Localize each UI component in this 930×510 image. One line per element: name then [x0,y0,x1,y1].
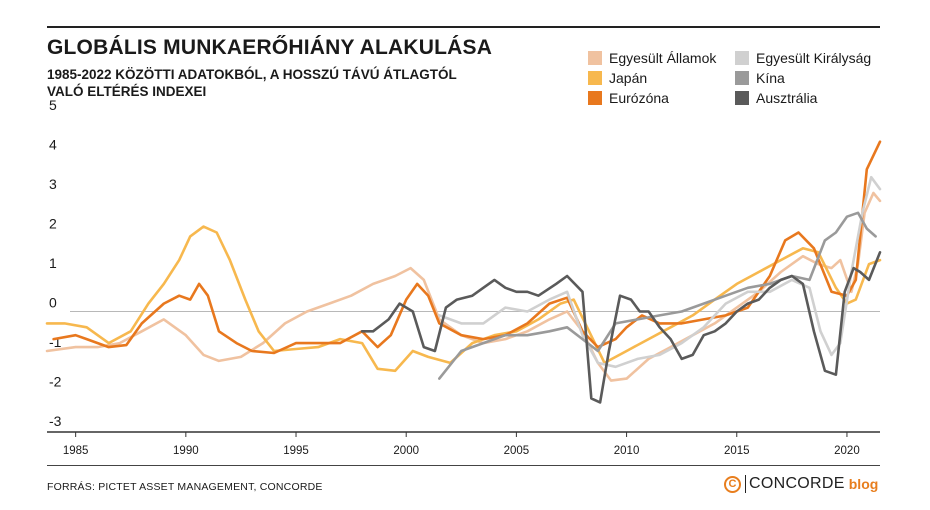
legend-swatch [735,91,749,105]
legend-swatch [588,71,602,85]
legend-swatch [735,71,749,85]
series-line-4 [438,211,877,380]
y-tick-label: 3 [49,176,57,192]
legend-item: Ausztrália [735,90,817,106]
y-tick-label: 0 [49,295,57,311]
legend-item: Egyesült Királyság [735,50,871,66]
legend-swatch [735,51,749,65]
legend-label: Egyesült Államok [609,50,717,66]
legend-item: Kína [735,70,785,86]
legend-swatch [588,91,602,105]
legend-swatch [588,51,602,65]
legend-item: Eurózóna [588,90,669,106]
x-tick-label: 2020 [834,445,860,457]
copyright-c-icon: C [724,475,741,493]
legend-label: Egyesült Királyság [756,50,872,66]
legend-label: Japán [609,70,648,86]
x-tick-label: 2015 [724,445,750,457]
brand-name: CONCORDE [749,475,845,492]
legend-item: Japán [588,70,647,86]
legend-label: Ausztrália [756,90,818,106]
brand-separator [745,475,746,493]
source-note: FORRÁS: PICTET ASSET MANAGEMENT, CONCORD… [47,481,323,493]
y-tick-label: -2 [49,374,62,390]
x-tick-label: 2010 [614,445,640,457]
series-line-2 [52,140,882,355]
brand-logo: C CONCORDE blog [724,475,878,493]
top-rule [47,26,880,28]
y-tick-label: -1 [49,334,62,350]
y-tick-label: 2 [49,216,57,232]
x-tick-label: 1995 [283,445,309,457]
x-tick-label: 1990 [173,445,199,457]
x-tick-label: 2005 [504,445,530,457]
chart-title: GLOBÁLIS MUNKAERŐHIÁNY ALAKULÁSA [47,36,493,59]
y-tick-label: -3 [49,413,62,429]
brand-suffix: blog [848,476,879,492]
y-tick-label: 1 [49,255,57,271]
bottom-rule [47,465,880,466]
x-tick-label: 1985 [63,445,89,457]
y-tick-label: 5 [49,97,57,113]
legend-label: Kína [756,70,785,86]
y-tick-label: 4 [49,137,57,153]
series-line-5 [360,251,882,404]
legend-label: Eurózóna [609,90,669,106]
x-tick-label: 2000 [393,445,419,457]
legend-item: Egyesült Államok [588,50,716,66]
chart-subtitle: 1985-2022 KÖZÖTTI ADATOKBÓL, A HOSSZÚ TÁ… [47,67,457,99]
